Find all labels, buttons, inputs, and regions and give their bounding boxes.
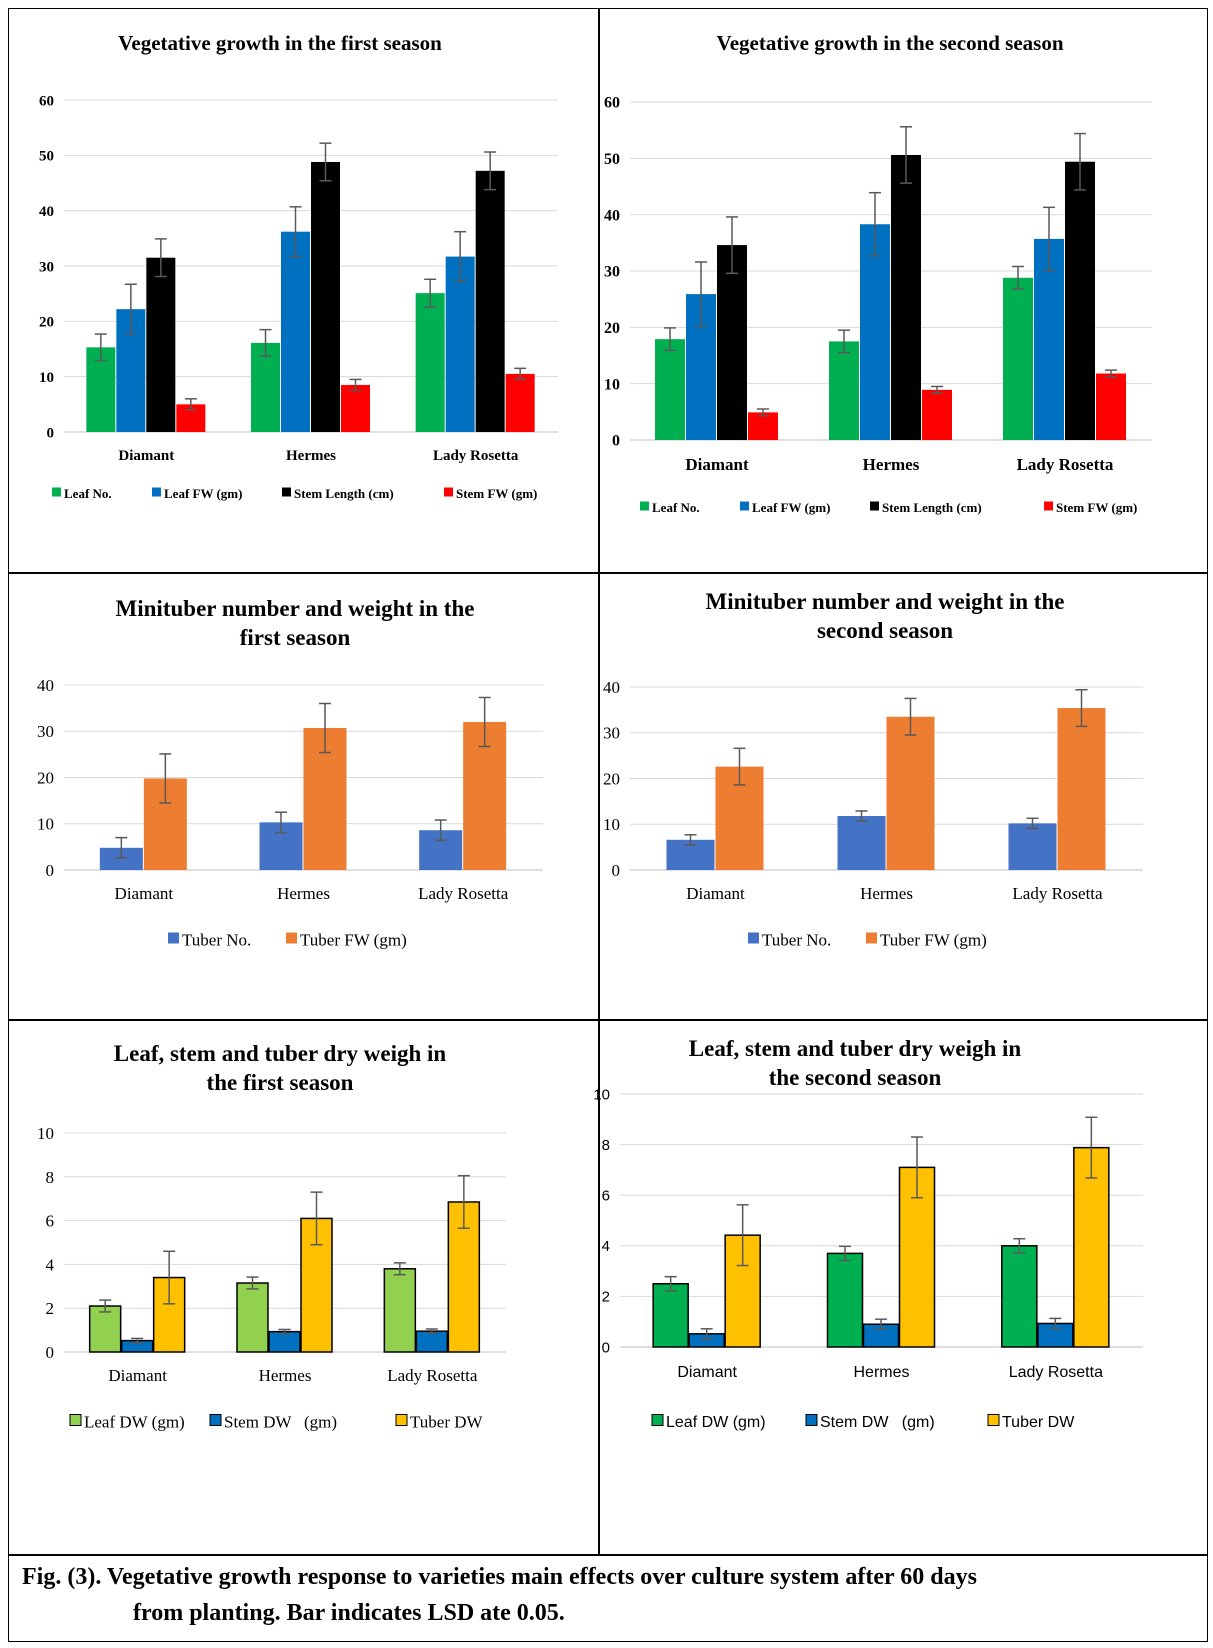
caption-line-1: Fig. (3). Vegetative growth response to …	[22, 1564, 977, 1590]
panel-divider-row-1	[9, 572, 1207, 574]
panel-divider-vertical	[598, 9, 600, 1554]
panel-divider-row-2	[9, 1019, 1207, 1021]
caption-line-2: from planting. Bar indicates LSD ate 0.0…	[133, 1600, 565, 1626]
figure-caption: Fig. (3). Vegetative growth response to …	[9, 1555, 1207, 1641]
panel-divider-caption	[9, 1554, 1207, 1556]
figure-frame: Fig. (3). Vegetative growth response to …	[8, 8, 1208, 1642]
